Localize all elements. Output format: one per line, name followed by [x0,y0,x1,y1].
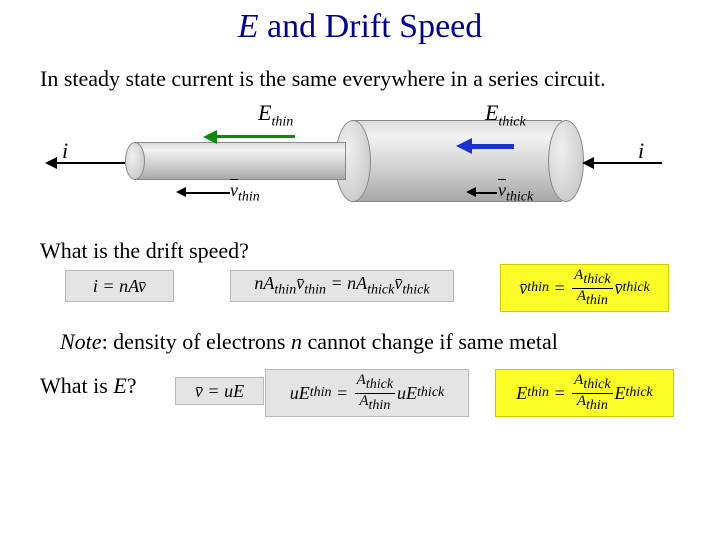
eq-vthin-result: v̄thin = Athick Athin v̄thick [500,264,669,312]
arrow-E-thin [215,135,295,138]
eq-uE-ratio: uEthin = Athick Athin uEthick [265,369,469,417]
thin-wire-cap-left [125,142,145,180]
arrow-i-left-head [45,157,57,169]
arrow-E-thick-head [456,138,472,154]
eq-i-nav: i = nAv̄ [65,270,174,302]
arrow-i-right [592,162,662,164]
arrow-i-right-head [582,157,594,169]
arrow-E-thin-head [203,130,217,144]
label-v-thick: vthick [498,180,533,206]
arrow-v-thin [185,192,230,194]
wire-diagram: i i Ethin Ethick vthin vthick [0,92,720,232]
label-E-thick: Ethick [485,100,526,130]
page-title: E and Drift Speed [0,8,720,46]
label-i-right: i [638,138,644,164]
arrow-i-left [55,162,125,164]
eq-v-uE: v̄ = uE [175,377,264,405]
eq-continuity: nAthinv̄thin = nAthickv̄thick [230,270,454,302]
equation-row-1: i = nAv̄ nAthinv̄thin = nAthickv̄thick v… [0,264,720,319]
statement-steady-state: In steady state current is the same ever… [40,66,720,92]
question-drift-speed: What is the drift speed? [40,238,720,264]
label-E-thin: Ethin [258,100,293,130]
eq-Ethin-result: Ethin = Athick Athin Ethick [495,369,674,417]
title-E: E [238,8,259,45]
arrow-E-thick [470,144,514,149]
note-density: Note: density of electrons n cannot chan… [60,329,720,355]
arrow-v-thin-head [176,187,186,197]
label-v-thin: vthin [230,180,260,206]
arrow-v-thick [475,192,497,194]
equation-row-2: v̄ = uE uEthin = Athick Athin uEthick Et… [0,369,720,424]
label-i-left: i [62,138,68,164]
title-rest: and Drift Speed [259,8,483,45]
thin-wire-body [134,142,346,180]
arrow-v-thick-head [466,187,476,197]
thick-wire-cap-right [548,120,584,202]
